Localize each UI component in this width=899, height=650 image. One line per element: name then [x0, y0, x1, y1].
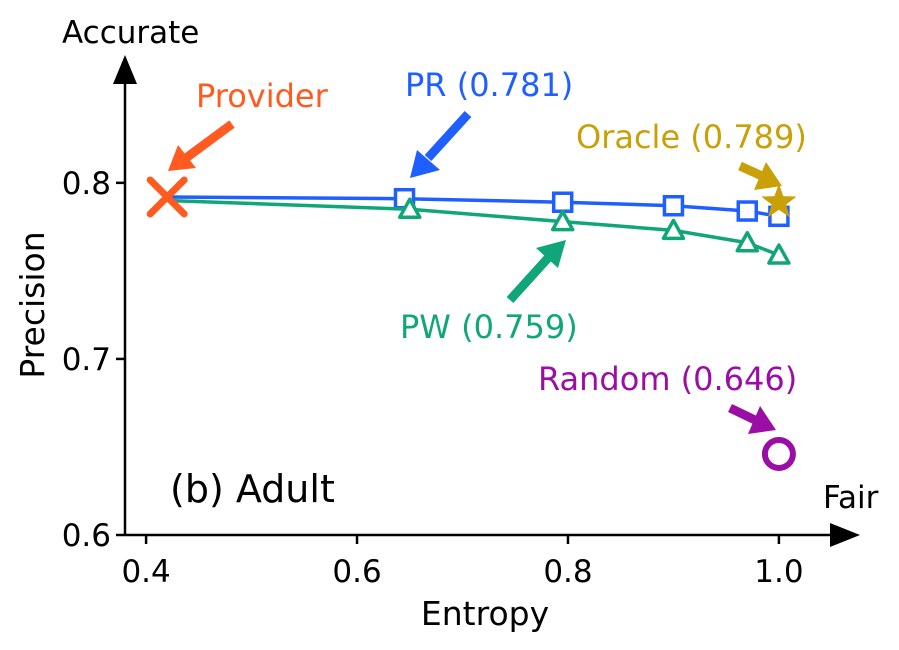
- y-axis-ticks: 0.6 0.7 0.8: [62, 166, 125, 554]
- x-tick-label: 1.0: [754, 554, 803, 590]
- chart-title: (b) Adult: [170, 467, 335, 511]
- pw-point: [735, 230, 760, 253]
- pr-arrow: [410, 110, 472, 178]
- x-axis-arrowhead: [830, 523, 860, 547]
- oracle-arrow: [738, 161, 782, 190]
- pw-arrow: [506, 240, 566, 304]
- pr-point: [736, 200, 759, 222]
- y-axis-title: Precision: [13, 231, 52, 378]
- oracle-point: [761, 183, 797, 218]
- pw-annotation: PW (0.759): [400, 308, 578, 346]
- oracle-annotation: Oracle (0.789): [576, 118, 807, 156]
- y-tick-label: 0.6: [62, 518, 111, 554]
- pw-point: [398, 197, 422, 220]
- pw-point: [661, 218, 686, 241]
- random-annotation: Random (0.646): [538, 360, 797, 398]
- y-axis-arrowhead: [113, 55, 137, 84]
- random-arrow: [728, 403, 776, 434]
- x-tick-label: 0.6: [332, 554, 381, 590]
- x-axis-ticks: 0.4 0.6 0.8 1.0: [121, 535, 804, 590]
- y-axis-end-label: Accurate: [62, 15, 199, 51]
- provider-annotation: Provider: [196, 77, 329, 115]
- pw-series-line: [167, 198, 780, 257]
- x-tick-label: 0.4: [121, 554, 170, 590]
- y-tick-label: 0.8: [62, 166, 111, 202]
- annotation-arrows: [168, 110, 782, 434]
- provider-arrow: [168, 120, 235, 171]
- pw-point: [550, 209, 575, 232]
- provider-point: [146, 176, 188, 218]
- pr-annotation: PR (0.781): [405, 66, 573, 104]
- pr-point: [551, 191, 574, 213]
- pr-point: [662, 194, 685, 217]
- y-tick-label: 0.7: [62, 342, 111, 378]
- x-axis-end-label: Fair: [823, 480, 879, 516]
- pw-point: [767, 243, 791, 265]
- x-axis-title: Entropy: [421, 594, 549, 633]
- special-points-layer: [146, 176, 797, 472]
- series-layer: [167, 187, 791, 265]
- random-point: [761, 437, 796, 472]
- x-tick-label: 0.8: [543, 554, 592, 590]
